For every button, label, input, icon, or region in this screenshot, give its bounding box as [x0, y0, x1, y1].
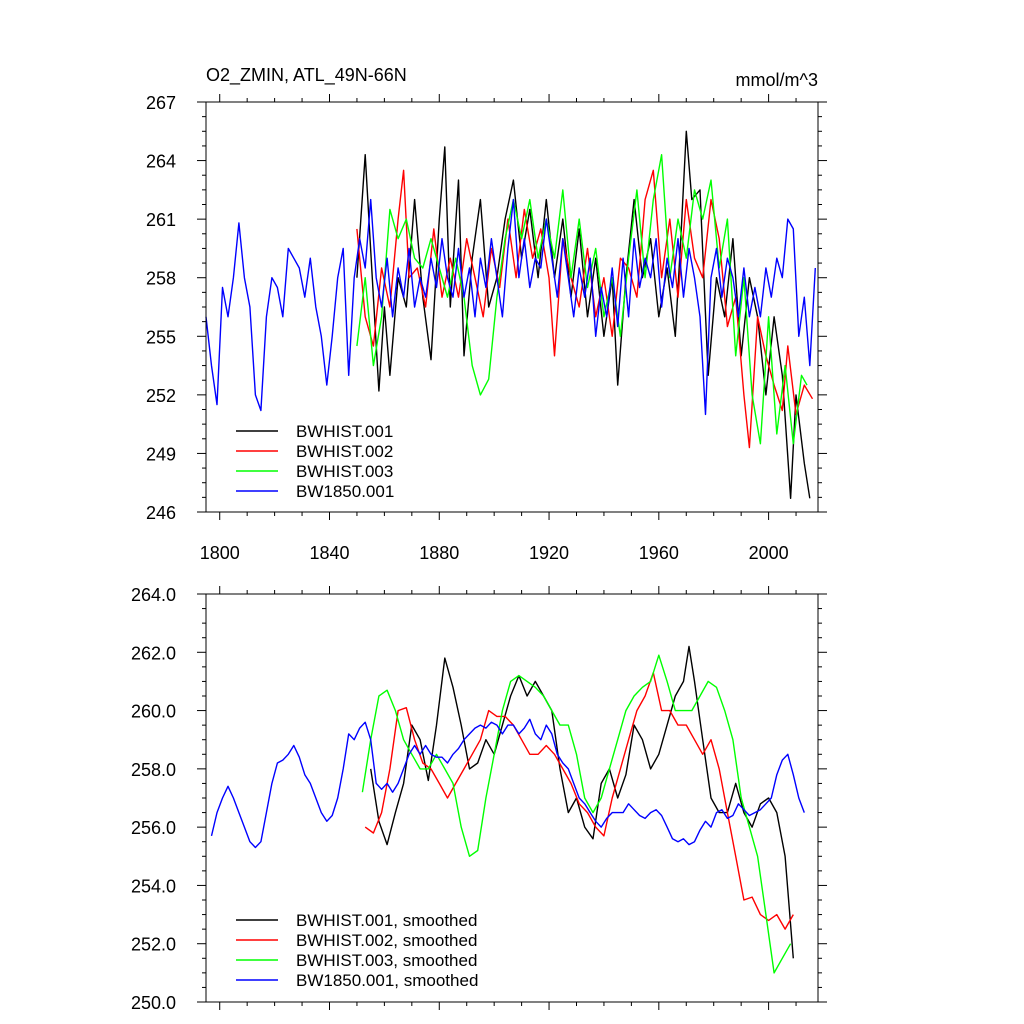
units-label: mmol/m^3 — [736, 70, 818, 90]
y-tick-label: 246 — [146, 503, 176, 523]
series-line-4 — [205, 198, 816, 416]
series-line-3 — [361, 654, 792, 974]
y-tick-label: 258 — [146, 269, 176, 289]
series-line-1 — [356, 130, 811, 499]
x-tick-label: 1880 — [419, 543, 459, 563]
y-tick-label: 252 — [146, 386, 176, 406]
legend-label: BWHIST.002, smoothed — [296, 931, 477, 950]
legend-label: BWHIST.003 — [296, 462, 393, 481]
y-tick-label: 252.0 — [131, 935, 176, 955]
y-tick-label: 264.0 — [131, 585, 176, 605]
y-tick-label: 261 — [146, 210, 176, 230]
series-line-4 — [210, 718, 805, 849]
x-tick-label: 1840 — [309, 543, 349, 563]
bottom-panel: 250.0 252.0 254.0 256.0 258.0 260.0 262.0 264.0… — [131, 585, 827, 1013]
x-tick-label: 1920 — [529, 543, 569, 563]
y-tick-label: 262.0 — [131, 643, 176, 663]
legend-label: BW1850.001 — [296, 482, 394, 501]
legend-label: BWHIST.002 — [296, 442, 393, 461]
legend-label: BW1850.001, smoothed — [296, 971, 478, 990]
legend-label: BWHIST.001 — [296, 422, 393, 441]
top-panel: 1800 1840 1880 1920 1960 2000 246 249 252 255 258 2… — [146, 93, 827, 563]
y-tick-label: 260.0 — [131, 702, 176, 722]
y-tick-label: 249 — [146, 444, 176, 464]
y-tick-label: 256.0 — [131, 818, 176, 838]
x-tick-label: 2000 — [749, 543, 789, 563]
y-tick-label: 255 — [146, 327, 176, 347]
x-tick-label: 1800 — [200, 543, 240, 563]
series-line-2 — [364, 672, 794, 930]
y-tick-label: 264 — [146, 152, 176, 172]
y-tick-label: 250.0 — [131, 993, 176, 1013]
chart-title: O2_ZMIN, ATL_49N-66N — [206, 65, 407, 86]
series-line-3 — [356, 154, 808, 445]
y-tick-label: 267 — [146, 93, 176, 113]
legend-label: BWHIST.003, smoothed — [296, 951, 477, 970]
y-tick-label: 258.0 — [131, 760, 176, 780]
x-tick-label: 1960 — [639, 543, 679, 563]
series-line-2 — [356, 169, 814, 449]
legend-label: BWHIST.001, smoothed — [296, 911, 477, 930]
y-tick-label: 254.0 — [131, 876, 176, 896]
series-line-1 — [370, 645, 794, 959]
